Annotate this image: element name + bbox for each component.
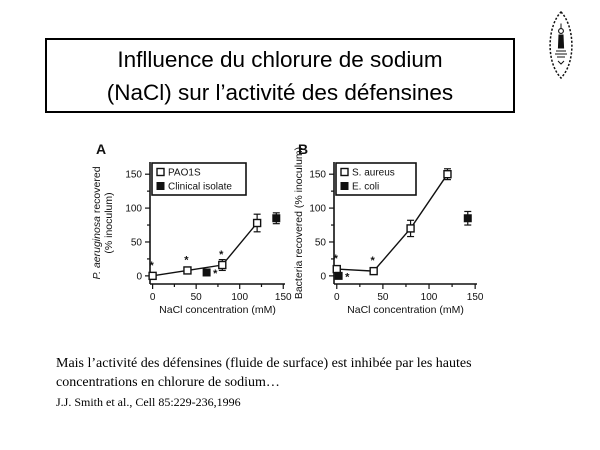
panel-label: B (298, 141, 308, 157)
series: * * * (148, 213, 262, 281)
svg-text:100: 100 (421, 292, 438, 303)
svg-text:0: 0 (136, 271, 142, 282)
legend: S. aureus E. coli (335, 162, 417, 196)
title-line-1: Inflluence du chlorure de sodium (117, 46, 443, 72)
svg-text:0: 0 (150, 292, 156, 303)
svg-text:100: 100 (125, 204, 142, 215)
legend-label: S. aureus (352, 168, 395, 179)
series: * * (332, 168, 452, 276)
data-point-marker (369, 266, 378, 276)
data-point-marker (218, 260, 227, 270)
data-point-marker (406, 224, 415, 233)
y-axis-label: P. aeruginosa recovered (91, 166, 103, 279)
series: * (334, 210, 472, 283)
university-seal-icon (549, 10, 573, 80)
series: * (202, 212, 281, 280)
significance-star: * (219, 249, 224, 261)
significance-star: * (184, 254, 189, 266)
axes: 0 50 100 150 0 50 100 150 (309, 162, 484, 303)
svg-text:150: 150 (125, 170, 142, 181)
caption-line-2: concentrations en chlorure de sodium… (56, 375, 280, 390)
x-axis-label: NaCl concentration (mM) (159, 304, 276, 316)
data-point-marker (332, 264, 341, 274)
legend: PAO1S Clinical isolate (151, 162, 247, 196)
svg-text:150: 150 (275, 292, 292, 303)
data-point-marker (252, 218, 262, 228)
legend-label: PAO1S (168, 168, 201, 179)
legend-label: E. coli (352, 182, 379, 193)
svg-text:150: 150 (309, 170, 326, 181)
slide-title-box: Inflluence du chlorure de sodium (NaCl) … (45, 38, 515, 113)
panel-label: A (96, 141, 106, 157)
axes: 0 50 100 150 0 50 100 150 (125, 162, 292, 303)
citation-text: J.J. Smith et al., Cell 85:229-236,1996 (56, 395, 241, 409)
svg-text:100: 100 (309, 204, 326, 215)
data-point-marker (148, 271, 157, 281)
significance-star: * (371, 255, 376, 267)
data-point-marker (183, 266, 192, 275)
caption-block: Mais l’activité des défensines (fluide d… (56, 354, 548, 410)
data-point-marker (202, 268, 211, 277)
data-point-marker (463, 214, 472, 223)
svg-text:150: 150 (467, 292, 484, 303)
svg-text:0: 0 (320, 271, 326, 282)
caption-line-1: Mais l’activité des défensines (fluide d… (56, 356, 472, 371)
data-point-marker (443, 170, 452, 179)
svg-text:100: 100 (231, 292, 248, 303)
svg-text:50: 50 (131, 237, 143, 248)
significance-star: * (334, 253, 339, 265)
legend-label: Clinical isolate (168, 182, 232, 193)
significance-star: * (345, 271, 350, 283)
y-axis-label: Bacteria recovered (% inoculum) (293, 147, 305, 299)
svg-text:50: 50 (191, 292, 203, 303)
data-point-marker (334, 271, 343, 280)
svg-text:50: 50 (377, 292, 389, 303)
significance-star: * (149, 260, 154, 272)
y-axis-label: (% inoculum) (103, 192, 115, 253)
svg-text:0: 0 (334, 292, 340, 303)
svg-text:50: 50 (315, 237, 327, 248)
significance-star: * (213, 268, 218, 280)
title-line-2: (NaCl) sur l’activité des défensines (106, 79, 454, 105)
data-point-marker (272, 214, 281, 223)
x-axis-label: NaCl concentration (mM) (347, 304, 464, 316)
